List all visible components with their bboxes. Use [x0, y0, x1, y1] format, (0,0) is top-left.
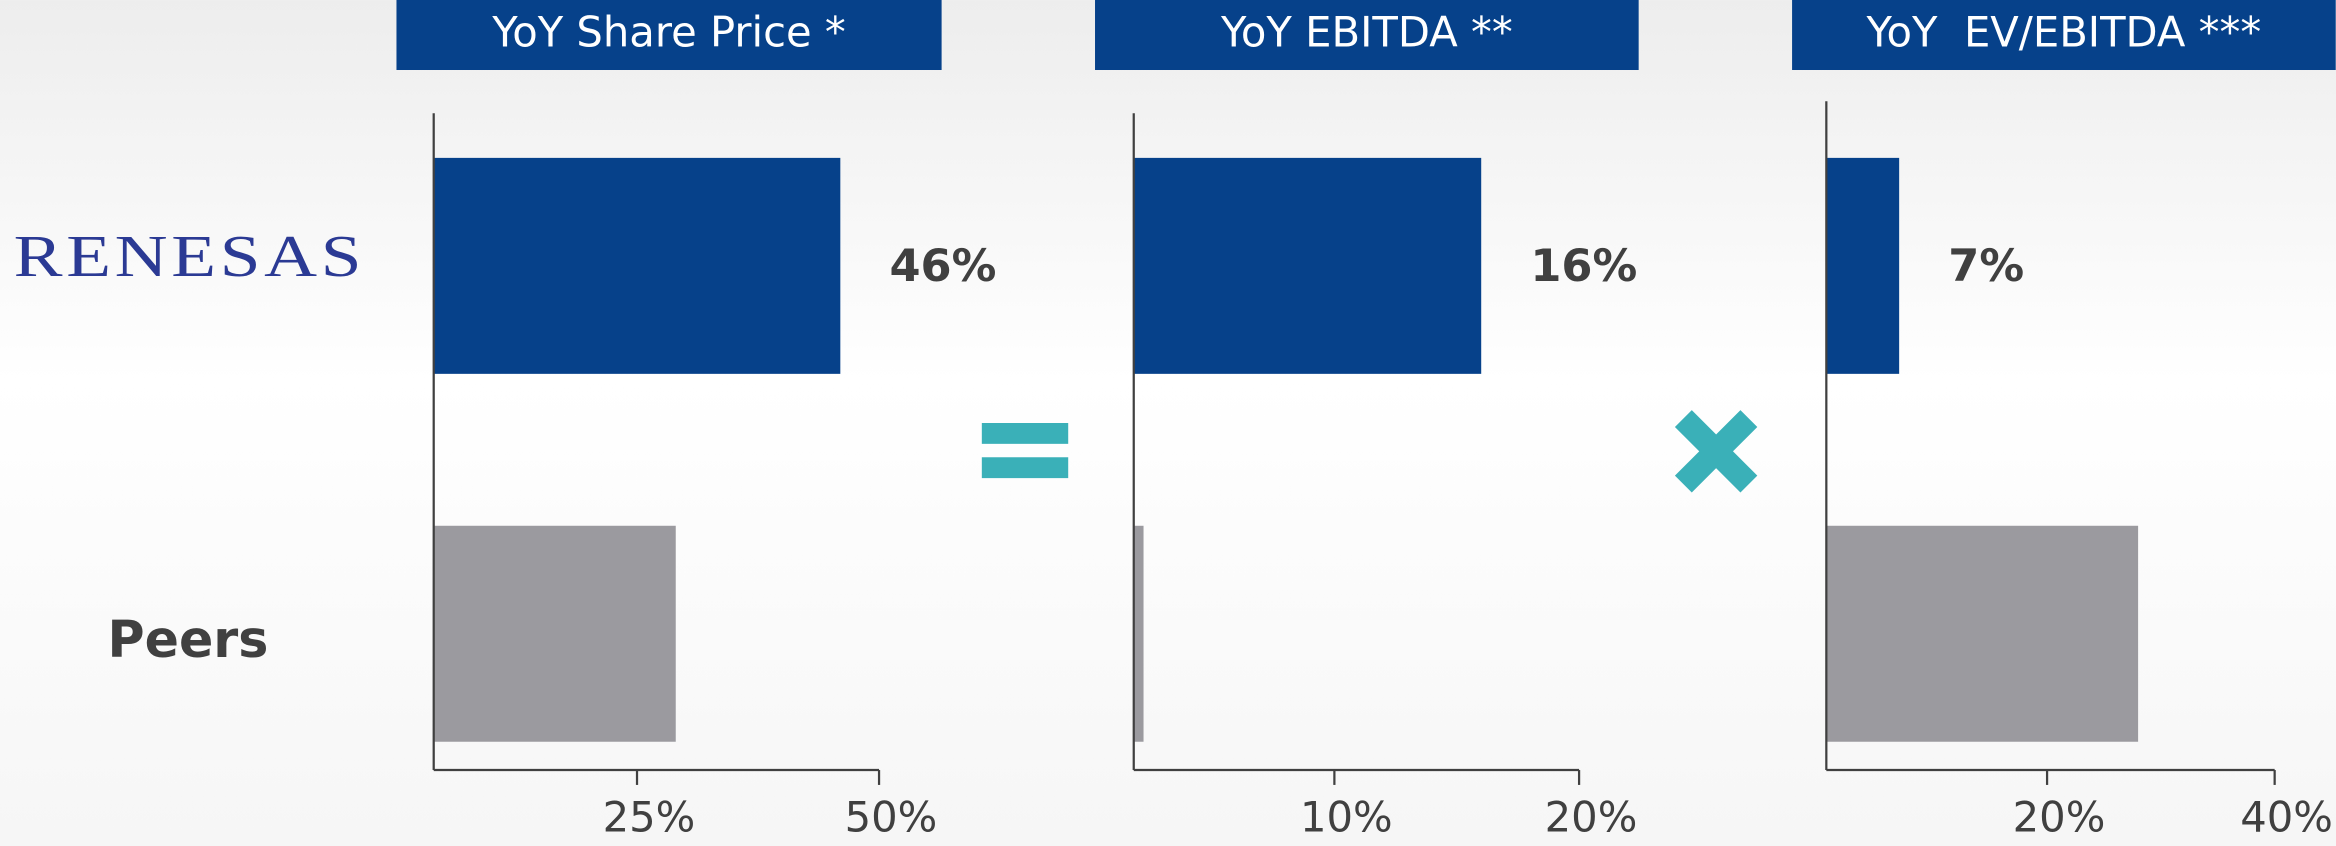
- value-label: 46%: [889, 240, 996, 292]
- bar: [1826, 157, 1900, 374]
- bar: [1133, 525, 1144, 742]
- x-tick-label: 10%: [1300, 793, 1393, 842]
- header: [1792, 0, 2336, 71]
- row-label: Peers: [108, 610, 269, 669]
- bar: [1133, 157, 1482, 374]
- chart-title: YoY EBITDA **: [1220, 8, 1513, 57]
- chart-title: YoY EV/EBITDA ***: [1866, 8, 2262, 57]
- value-label: 7%: [1948, 240, 2024, 292]
- bar: [433, 157, 841, 374]
- header: [396, 0, 942, 71]
- x-tick-label: 50%: [845, 793, 938, 842]
- header: [1095, 0, 1639, 71]
- bar: [433, 525, 676, 742]
- renesas-logo: RENESAS: [14, 223, 366, 289]
- x-tick-label: 20%: [1545, 793, 1638, 842]
- chart-title: YoY Share Price *: [491, 8, 846, 57]
- x-tick-label: 25%: [603, 793, 696, 842]
- times-sign: [1674, 410, 1758, 493]
- x-tick-label: 20%: [2013, 793, 2106, 842]
- x-tick-label: 40%: [2240, 793, 2333, 842]
- value-label: 16%: [1530, 240, 1637, 292]
- bar: [1826, 525, 2139, 742]
- equals-sign: [981, 423, 1069, 479]
